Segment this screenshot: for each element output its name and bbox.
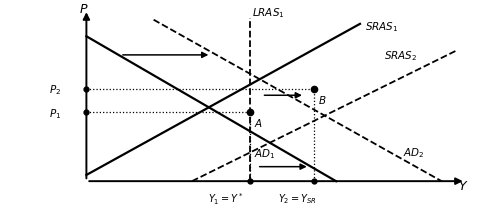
Text: $AD_1$: $AD_1$ — [254, 147, 276, 160]
Text: $Y$: $Y$ — [458, 179, 468, 192]
Text: $A$: $A$ — [254, 116, 264, 128]
Text: $SRAS_2$: $SRAS_2$ — [384, 49, 417, 62]
Text: $P_2$: $P_2$ — [49, 83, 61, 96]
Text: $LRAS_1$: $LRAS_1$ — [252, 7, 285, 20]
Text: $P$: $P$ — [79, 3, 89, 16]
Text: $P_1$: $P_1$ — [49, 107, 61, 121]
Text: $Y_1 = Y^*$: $Y_1 = Y^*$ — [208, 190, 243, 206]
Text: $Y_2 = Y_{SR}$: $Y_2 = Y_{SR}$ — [278, 191, 317, 205]
Text: $SRAS_1$: $SRAS_1$ — [365, 20, 398, 34]
Text: $AD_2$: $AD_2$ — [403, 146, 425, 159]
Text: $B$: $B$ — [318, 93, 327, 105]
